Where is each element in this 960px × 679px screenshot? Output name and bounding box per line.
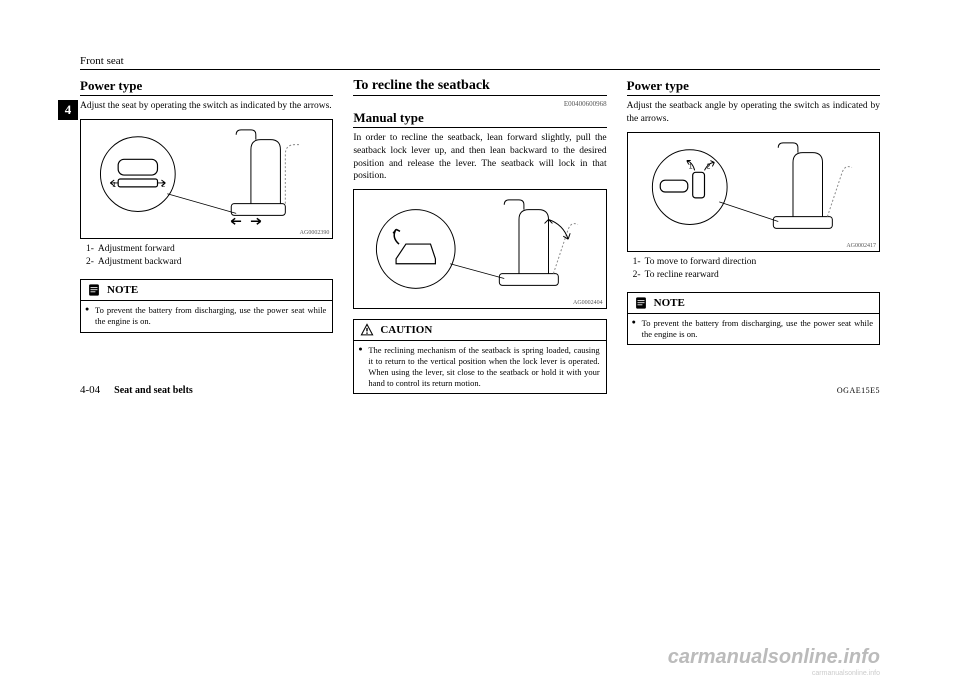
footer: 4-04 Seat and seat belts OGAE15E5	[80, 384, 880, 396]
body-text: Adjust the seat by operating the switch …	[80, 100, 333, 113]
figure-ref: AG0002390	[300, 230, 330, 236]
figure-ref: AG0002404	[573, 300, 603, 306]
caution-label: CAUTION	[380, 324, 432, 336]
caution-head: CAUTION	[354, 320, 605, 341]
caution-icon	[360, 323, 374, 337]
note-icon	[634, 296, 648, 310]
section-title-power-type-1: Power type	[80, 78, 333, 96]
body-text: Adjust the seatback angle by operating t…	[627, 100, 880, 126]
legend-text: To recline rearward	[645, 269, 719, 282]
footer-section-name: Seat and seat belts	[114, 385, 193, 396]
note-head: NOTE	[81, 280, 332, 301]
note-head: NOTE	[628, 293, 879, 314]
note-label: NOTE	[107, 284, 138, 296]
column-2: To recline the seatback E00400600968 Man…	[353, 78, 606, 394]
legend-num: 2-	[633, 269, 641, 282]
seat-diagram-icon	[354, 190, 605, 308]
column-1: Power type Adjust the seat by operating …	[80, 78, 333, 394]
legend-num: 2-	[86, 256, 94, 269]
legend: 1- Adjustment forward 2- Adjustment backwa…	[86, 243, 333, 270]
legend-num: 1-	[633, 256, 641, 269]
note-label: NOTE	[654, 297, 685, 309]
section-title-manual: Manual type	[353, 110, 606, 128]
ref-code: E00400600968	[353, 100, 606, 108]
chapter-tab: 4	[58, 100, 78, 120]
note-box: NOTE To prevent the battery from dischar…	[80, 279, 333, 332]
watermark: carmanualsonline.info	[668, 646, 880, 669]
figure-seat-recline-power: 1 2 AG0002417	[627, 132, 880, 252]
figure-seat-adjust-forward-back: 1 2 AG0002390	[80, 119, 333, 239]
running-head: Front seat	[80, 55, 880, 70]
legend: 1- To move to forward direction 2- To recl…	[633, 256, 880, 283]
column-3: Power type Adjust the seatback angle by …	[627, 78, 880, 394]
legend-text: To move to forward direction	[645, 256, 757, 269]
legend-num: 1-	[86, 243, 94, 256]
legend-text: Adjustment forward	[98, 243, 175, 256]
body-text: In order to recline the seatback, lean f…	[353, 132, 606, 183]
page-number: 4-04	[80, 384, 100, 396]
figure-seat-recline-manual: AG0002404	[353, 189, 606, 309]
legend-text: Adjustment backward	[98, 256, 182, 269]
footer-code: OGAE15E5	[837, 386, 880, 395]
section-title-recline: To recline the seatback	[353, 78, 606, 96]
section-title-power-type-2: Power type	[627, 78, 880, 96]
note-icon	[87, 283, 101, 297]
note-box: NOTE To prevent the battery from dischar…	[627, 292, 880, 345]
note-body: To prevent the battery from discharging,…	[628, 314, 879, 344]
watermark-small: carmanualsonline.info	[812, 670, 880, 677]
note-body: To prevent the battery from discharging,…	[81, 301, 332, 331]
seat-diagram-icon: 1 2	[81, 120, 332, 238]
seat-diagram-icon: 1 2	[628, 133, 879, 251]
caution-box: CAUTION The reclining mechanism of the s…	[353, 319, 606, 394]
figure-ref: AG0002417	[846, 243, 876, 249]
